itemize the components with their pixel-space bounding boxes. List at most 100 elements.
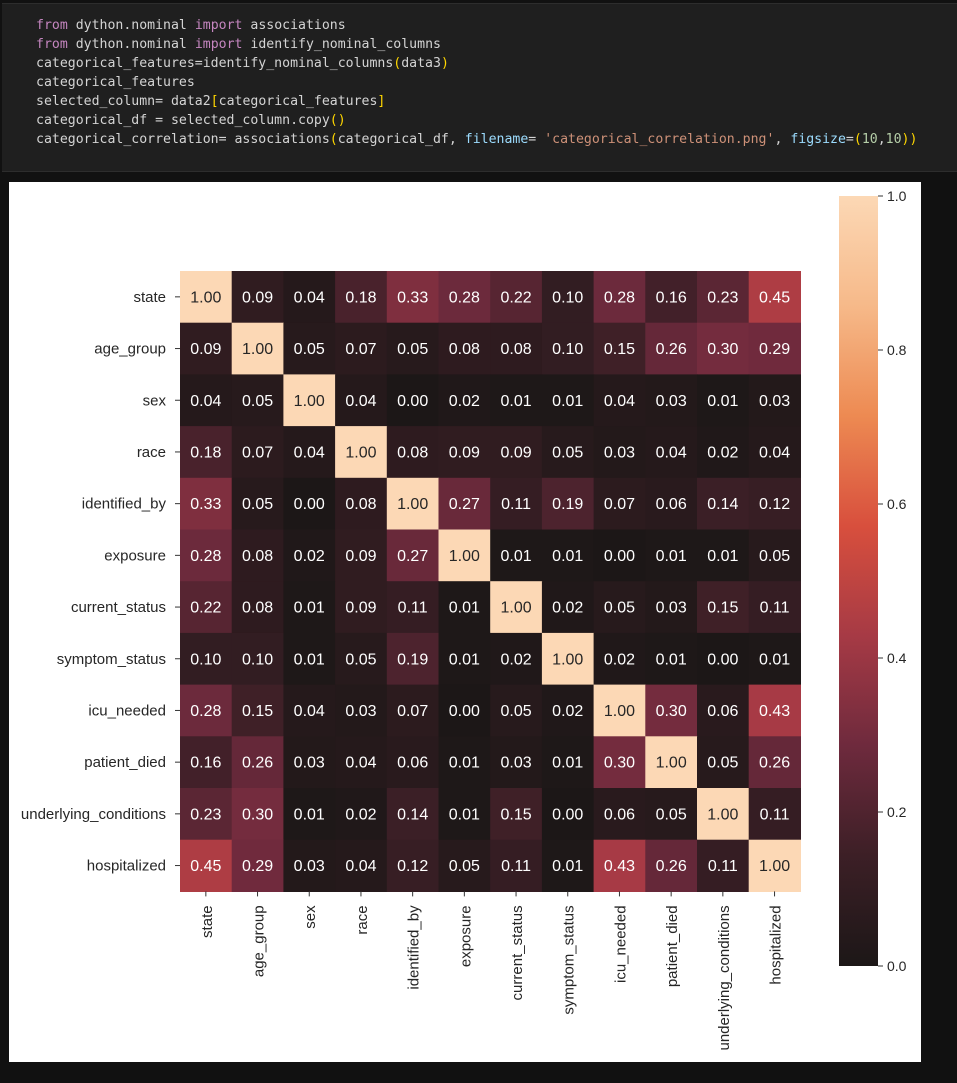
- code-cell[interactable]: from dython.nominal import associations f…: [2, 3, 957, 172]
- heatmap-cell: [231, 426, 284, 479]
- cell-value-label: 0.10: [552, 289, 583, 306]
- heatmap-cell: [490, 684, 543, 737]
- cell-value-label: 0.07: [604, 496, 635, 513]
- code-token: 'categorical_correlation.png': [544, 132, 775, 147]
- cell-value-label: 0.28: [190, 703, 221, 720]
- heatmap-cell: [541, 529, 595, 582]
- row-label: symptom_status: [57, 651, 166, 668]
- heatmap-cell: [231, 736, 284, 789]
- heatmap-cell: [748, 839, 801, 892]
- code-token: ): [909, 132, 918, 147]
- heatmap-cell: [335, 581, 388, 634]
- cell-value-label: 0.00: [604, 548, 635, 565]
- correlation-heatmap: 1.00 0.09 0.04 0.18 0.33 0.28 0.22 0.10 0.28 0.16…: [21, 188, 907, 1051]
- heatmap-cell: [283, 581, 336, 634]
- code-line: categorical_df = selected_column.copy(): [36, 111, 917, 130]
- heatmap-cell: [335, 736, 388, 789]
- cell-value-label: 0.23: [707, 289, 738, 306]
- code-token: (): [329, 113, 346, 128]
- code-editor[interactable]: from dython.nominal import associations f…: [36, 16, 917, 149]
- heatmap-cell: [541, 271, 595, 324]
- row-label: icu_needed: [88, 702, 166, 719]
- heatmap-cell: [748, 477, 801, 531]
- colorbar-tick-label: 1.0: [887, 188, 907, 204]
- heatmap-cell: [541, 736, 595, 789]
- heatmap-cell: [748, 529, 801, 582]
- heatmap-cell: [180, 529, 233, 582]
- cell-value-label: 0.28: [604, 289, 635, 306]
- heatmap-cell: [180, 374, 233, 427]
- code-token: ): [901, 132, 910, 147]
- cell-value-label: 0.30: [604, 755, 635, 772]
- cell-value-label: 1.00: [500, 600, 531, 617]
- cell-value-label: 0.30: [707, 341, 738, 358]
- heatmap-cell: [386, 736, 440, 789]
- cell-value-label: 0.05: [449, 858, 480, 875]
- cell-value-label: 0.05: [500, 703, 531, 720]
- column-label: state: [199, 905, 216, 938]
- heatmap-cell: [438, 839, 491, 892]
- heatmap-cell: [697, 736, 750, 789]
- code-token: data3: [401, 56, 441, 71]
- code-token: import: [194, 18, 243, 33]
- cell-value-label: 0.08: [449, 341, 480, 358]
- cell-value-label: 0.03: [294, 858, 325, 875]
- cell-value-label: 1.00: [294, 393, 325, 410]
- heatmap-cell: [490, 426, 543, 479]
- heatmap-cell: [283, 529, 336, 582]
- heatmap-cell: [438, 736, 491, 789]
- heatmap-cell: [283, 788, 336, 841]
- heatmap-cell: [231, 788, 284, 841]
- cell-value-label: 0.04: [656, 444, 687, 461]
- column-label: age_group: [251, 905, 268, 977]
- heatmap-cell: [231, 581, 284, 634]
- colorbar-tick-label: 0.4: [887, 650, 907, 666]
- heatmap-cell: [335, 322, 388, 375]
- heatmap-cell: [386, 426, 440, 479]
- code-token: from: [36, 37, 68, 52]
- code-token: categorical_correlation= associations: [36, 132, 330, 147]
- code-line: categorical_correlation= associations(ca…: [36, 130, 917, 149]
- row-label: current_status: [71, 599, 166, 616]
- column-label: symptom_status: [561, 905, 578, 1014]
- cell-value-label: 1.00: [397, 496, 428, 513]
- cell-value-label: 0.26: [656, 341, 687, 358]
- code-line: from dython.nominal import identify_nomi…: [36, 35, 917, 54]
- cell-value-label: 0.03: [604, 444, 635, 461]
- cell-value-label: 0.01: [449, 806, 480, 823]
- cell-value-label: 0.26: [656, 858, 687, 875]
- heatmap-cell: [283, 322, 336, 375]
- cell-value-label: 0.11: [501, 496, 531, 513]
- cell-value-label: 0.01: [449, 600, 480, 617]
- cell-value-label: 0.11: [760, 806, 790, 823]
- cell-value-label: 0.45: [190, 858, 221, 875]
- code-token: import: [194, 37, 243, 52]
- cell-value-label: 0.00: [552, 806, 583, 823]
- cell-value-label: 0.18: [190, 444, 221, 461]
- code-token: dython.nominal: [67, 18, 195, 33]
- cell-value-label: 0.05: [552, 444, 583, 461]
- cell-value-label: 0.04: [345, 755, 376, 772]
- cell-value-label: 1.00: [656, 755, 687, 772]
- heatmap-cell: [593, 322, 646, 375]
- cell-value-label: 0.07: [345, 341, 376, 358]
- cell-value-label: 0.06: [397, 755, 428, 772]
- heatmap-cell: [386, 632, 440, 686]
- cell-value-label: 0.30: [656, 703, 687, 720]
- heatmap-cell: [645, 788, 698, 841]
- cell-value-label: 0.05: [707, 755, 738, 772]
- code-token: from: [36, 18, 68, 33]
- heatmap-cell: [283, 632, 336, 686]
- heatmap-cell: [697, 839, 750, 892]
- cell-value-label: 0.14: [397, 806, 428, 823]
- column-label: exposure: [457, 905, 474, 967]
- heatmap-cell: [593, 839, 646, 892]
- heatmap-cell: [438, 374, 491, 427]
- row-label: identified_by: [82, 496, 167, 513]
- code-token: (: [393, 56, 402, 71]
- heatmap-cell: [180, 632, 233, 686]
- cell-value-label: 0.01: [294, 806, 325, 823]
- row-label: sex: [143, 392, 167, 409]
- cell-value-label: 0.06: [656, 496, 687, 513]
- cell-value-label: 0.43: [604, 858, 635, 875]
